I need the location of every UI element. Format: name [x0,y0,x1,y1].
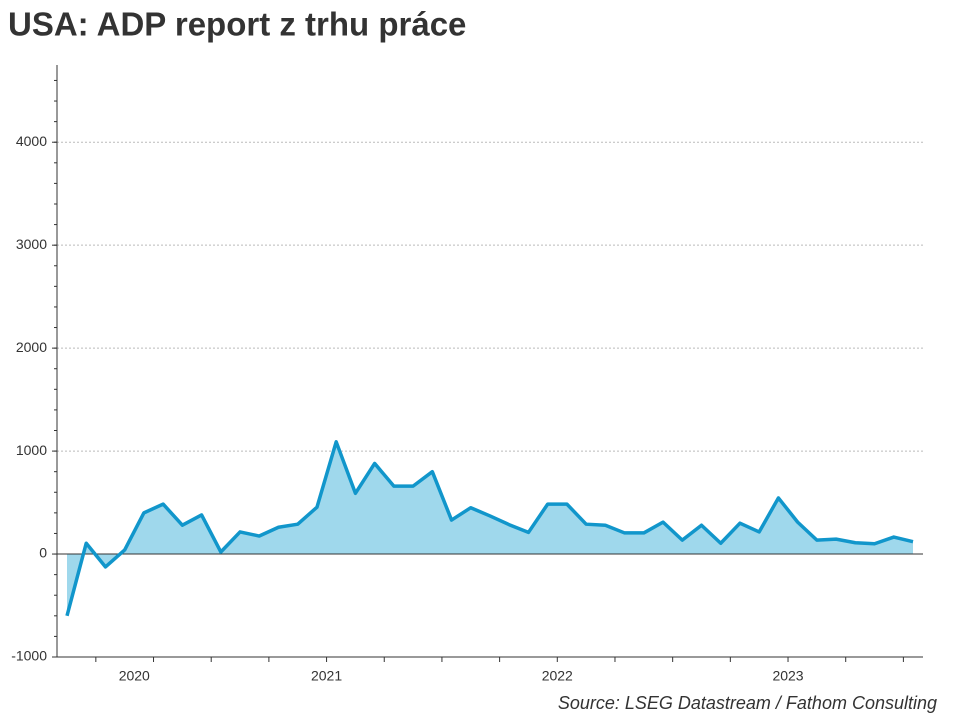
y-tick-label: 4000 [16,133,47,149]
area [67,441,913,616]
x-tick-label: 2023 [772,668,803,684]
y-tick-label: 1000 [16,442,47,458]
y-tick-label: 2000 [16,339,47,355]
chart-title: USA: ADP report z trhu práce [8,6,466,43]
y-tick-label: 3000 [16,236,47,252]
source: Source: LSEG Datastream / Fathom Consult… [558,693,937,713]
y-tick-label: -1000 [11,648,47,664]
y-tick-label: 0 [39,545,47,561]
line [65,440,914,617]
x-tick-label: 2020 [119,668,150,684]
x-tick-label: 2022 [542,668,573,684]
x-tick-label: 2021 [311,668,342,684]
